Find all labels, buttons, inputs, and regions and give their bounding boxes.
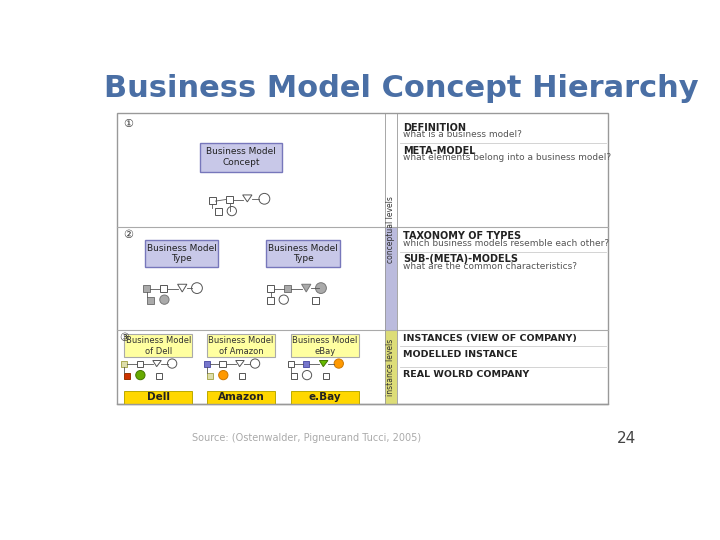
Bar	[215, 208, 222, 215]
Text: what elements belong into a business model?: what elements belong into a business mod…	[403, 153, 611, 163]
Circle shape	[219, 370, 228, 380]
Text: Amazon: Amazon	[217, 393, 264, 402]
Bar	[124, 334, 192, 357]
Text: META-MODEL: META-MODEL	[403, 146, 476, 156]
Text: e.Bay: e.Bay	[308, 393, 341, 402]
Bar	[160, 285, 167, 292]
Text: REAL WOLRD COMPANY: REAL WOLRD COMPANY	[403, 370, 529, 380]
Text: MODELLED INSTANCE: MODELLED INSTANCE	[403, 350, 518, 359]
Bar	[291, 373, 297, 379]
Text: SUB-(META)-MODELS: SUB-(META)-MODELS	[403, 254, 518, 264]
Circle shape	[192, 283, 202, 294]
Polygon shape	[302, 284, 311, 292]
Bar	[207, 391, 275, 404]
Bar	[220, 361, 225, 367]
Bar	[124, 373, 130, 379]
Circle shape	[302, 370, 312, 380]
Bar	[225, 195, 233, 202]
Text: instance levels: instance levels	[386, 339, 395, 396]
Text: ②: ②	[123, 230, 133, 240]
Text: Business Model
Type: Business Model Type	[268, 244, 338, 263]
Text: 24: 24	[617, 431, 636, 445]
Text: Business Model
of Dell: Business Model of Dell	[125, 336, 191, 355]
Bar	[291, 391, 359, 404]
Bar	[266, 240, 340, 267]
Text: Dell: Dell	[147, 393, 170, 402]
Bar	[124, 391, 192, 404]
Circle shape	[168, 359, 177, 368]
Bar	[287, 361, 294, 367]
Bar	[145, 240, 218, 267]
Text: what are the common characteristics?: what are the common characteristics?	[403, 262, 577, 271]
Text: Business Model
eBay: Business Model eBay	[292, 336, 358, 355]
Bar	[266, 285, 274, 292]
Polygon shape	[320, 361, 328, 367]
Text: ①: ①	[123, 119, 133, 129]
Bar	[204, 361, 210, 367]
Polygon shape	[153, 361, 161, 367]
Bar	[384, 330, 397, 403]
Circle shape	[251, 359, 260, 368]
Bar	[291, 334, 359, 357]
Text: Source: (Ostenwalder, Pigneurand Tucci, 2005): Source: (Ostenwalder, Pigneurand Tucci, …	[192, 433, 422, 443]
Polygon shape	[243, 195, 252, 202]
Text: what is a business model?: what is a business model?	[403, 130, 522, 139]
Circle shape	[160, 295, 169, 304]
Bar	[266, 296, 274, 303]
Text: Business Model Concept Hierarchy: Business Model Concept Hierarchy	[104, 74, 698, 103]
Text: Business Model
Type: Business Model Type	[146, 244, 217, 263]
Circle shape	[259, 193, 270, 204]
Text: conceptual levels: conceptual levels	[386, 196, 395, 262]
Bar	[207, 334, 275, 357]
Bar	[156, 373, 162, 379]
Bar	[143, 285, 150, 292]
Circle shape	[279, 295, 289, 304]
Bar	[284, 285, 291, 292]
Polygon shape	[178, 284, 187, 292]
Text: INSTANCES (VIEW OF COMPANY): INSTANCES (VIEW OF COMPANY)	[403, 334, 577, 342]
Text: ③: ③	[120, 333, 130, 343]
Bar	[239, 373, 245, 379]
Text: DEFINITION: DEFINITION	[403, 123, 466, 132]
Bar	[121, 361, 127, 367]
Bar	[312, 296, 319, 303]
Bar	[137, 361, 143, 367]
Polygon shape	[235, 361, 244, 367]
Text: TAXONOMY OF TYPES: TAXONOMY OF TYPES	[403, 231, 521, 241]
Bar	[323, 373, 329, 379]
Bar	[209, 197, 215, 204]
Bar	[207, 373, 213, 379]
Bar	[200, 143, 282, 172]
Text: which business models resemble each other?: which business models resemble each othe…	[403, 239, 609, 248]
Circle shape	[228, 206, 236, 215]
Circle shape	[136, 370, 145, 380]
Bar	[117, 112, 608, 403]
Text: Business Model
Concept: Business Model Concept	[206, 147, 276, 167]
Bar	[303, 361, 310, 367]
Bar	[148, 296, 154, 303]
Bar	[384, 226, 397, 330]
Circle shape	[334, 359, 343, 368]
Text: Business Model
of Amazon: Business Model of Amazon	[208, 336, 274, 355]
Circle shape	[315, 283, 326, 294]
